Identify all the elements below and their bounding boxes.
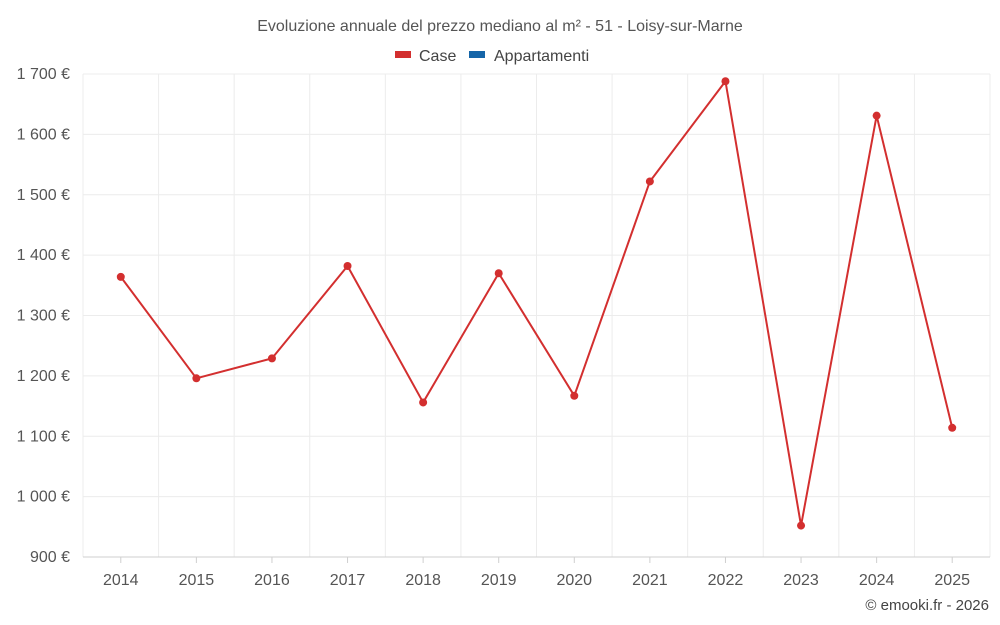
x-tick-label: 2025 (934, 572, 970, 589)
y-tick-label: 1 500 € (17, 187, 70, 204)
x-tick-label: 2020 (556, 572, 592, 589)
data-point[interactable] (116, 272, 125, 281)
x-tick-label: 2022 (708, 572, 744, 589)
x-tick-label: 2015 (179, 572, 215, 589)
y-tick-label: 1 700 € (17, 66, 70, 83)
legend-label-appartamenti[interactable]: Appartamenti (494, 48, 589, 65)
axes: 900 € 1 000 € 1 100 € 1 200 € 1 300 € 1 400 €… (17, 66, 990, 589)
x-tick-label: 2014 (103, 572, 139, 589)
x-tick-label: 2021 (632, 572, 668, 589)
data-point[interactable] (645, 177, 654, 186)
legend: Case Appartamenti (395, 48, 589, 65)
y-tick-label: 1 600 € (17, 126, 70, 143)
data-point[interactable] (570, 391, 579, 400)
x-tick-label: 2016 (254, 572, 290, 589)
data-point[interactable] (494, 269, 503, 278)
x-tick-label: 2019 (481, 572, 517, 589)
data-point[interactable] (343, 261, 352, 270)
grid (82, 73, 991, 557)
legend-label-case[interactable]: Case (419, 48, 456, 65)
data-point[interactable] (872, 111, 881, 120)
data-point[interactable] (948, 423, 957, 432)
credit-text: © emooki.fr - 2026 (865, 597, 989, 614)
y-tick-label: 900 € (30, 549, 70, 566)
x-tick-label: 2024 (859, 572, 895, 589)
y-tick-label: 1 400 € (17, 247, 70, 264)
data-point[interactable] (419, 398, 428, 407)
y-tick-label: 1 200 € (17, 368, 70, 385)
data-point[interactable] (267, 354, 276, 363)
data-point[interactable] (797, 521, 806, 530)
y-tick-label: 1 000 € (17, 489, 70, 506)
series-case (116, 77, 957, 530)
y-tick-label: 1 100 € (17, 428, 70, 445)
data-point[interactable] (721, 77, 730, 86)
series-line (119, 80, 954, 527)
y-tick-label: 1 300 € (17, 308, 70, 325)
chart-title: Evoluzione annuale del prezzo mediano al… (257, 18, 743, 35)
x-tick-label: 2023 (783, 572, 819, 589)
x-tick-label: 2018 (405, 572, 441, 589)
x-tick-label: 2017 (330, 572, 366, 589)
legend-swatch-appartamenti (469, 51, 485, 58)
legend-swatch-case (395, 51, 411, 58)
data-point[interactable] (192, 374, 201, 383)
